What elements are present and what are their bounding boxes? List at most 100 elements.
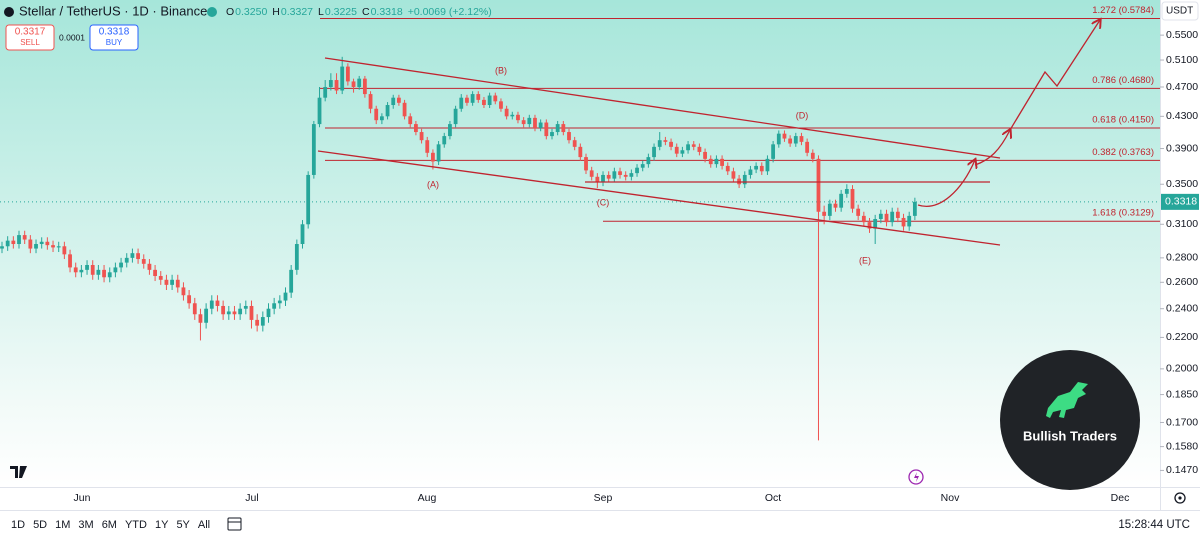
candle-body [124, 257, 129, 263]
candle-body [635, 167, 639, 174]
candle-body [130, 253, 135, 258]
candle-body [465, 97, 469, 103]
y-tick-label: 0.2400 [1166, 302, 1198, 314]
currency-button[interactable]: USDT [1161, 1, 1199, 21]
candle-body [158, 276, 163, 280]
ohlc-key: O [226, 6, 234, 18]
y-tick-label: 0.3500 [1166, 178, 1198, 190]
candle-body [771, 144, 776, 159]
candle-body [79, 269, 84, 273]
candle-body [198, 314, 203, 323]
range-button[interactable]: YTD [125, 519, 147, 531]
candle-body [221, 305, 226, 315]
candle-body [623, 174, 628, 177]
candle-body [652, 146, 656, 158]
spread: 0.0001 [59, 32, 85, 42]
range-button[interactable]: 6M [102, 519, 117, 531]
candle-body [612, 171, 617, 179]
y-tick-label: 0.2600 [1166, 276, 1198, 288]
candle-body [204, 308, 209, 323]
buy-label[interactable]: BUY [106, 38, 123, 47]
x-tick-label: Nov [941, 492, 960, 504]
candle-body [102, 269, 106, 278]
candle-body [436, 144, 441, 162]
candle-body [516, 114, 520, 121]
watermark-name: Bullish Traders [1023, 428, 1117, 443]
candle-body [448, 124, 452, 137]
candle-body [391, 97, 396, 106]
candle-body [187, 295, 192, 304]
fib-label: 0.786 (0.4680) [1092, 75, 1154, 86]
y-tick-label: 0.1850 [1166, 388, 1198, 400]
ohlc-value: 0.3327 [281, 6, 313, 18]
candle-body [765, 158, 770, 172]
candle-body [368, 94, 373, 109]
candle-body [11, 240, 16, 245]
candle-body [550, 132, 554, 137]
candle-body [192, 303, 197, 315]
candle-body [362, 78, 367, 95]
candle-body [62, 246, 67, 255]
range-button[interactable]: 5Y [176, 519, 190, 531]
candle-body [629, 173, 634, 177]
candle-body [816, 158, 821, 212]
wave-label: (A) [427, 179, 439, 189]
candle-body [96, 269, 101, 275]
currency[interactable]: USDT [1166, 6, 1193, 17]
candle-body [431, 152, 435, 162]
candle-body [85, 265, 89, 270]
candle-body [181, 287, 186, 296]
calendar-icon[interactable] [227, 517, 242, 531]
candle-body [663, 140, 668, 142]
y-tick-label: 0.4300 [1166, 110, 1198, 122]
candle-body [720, 158, 724, 166]
range-button[interactable]: 1M [55, 519, 70, 531]
candle-body [153, 269, 157, 277]
range-button[interactable]: 1Y [155, 519, 169, 531]
candle-body [521, 120, 526, 125]
x-tick-label: Aug [418, 492, 437, 504]
candle-body [328, 80, 333, 87]
buy-button[interactable]: 0.3318 BUY [89, 24, 139, 51]
candle-body [782, 133, 787, 139]
candle-body [895, 211, 900, 218]
candle-body [589, 170, 594, 177]
candle-body [306, 174, 311, 225]
sell-price[interactable]: 0.3317 [15, 27, 46, 38]
range-button[interactable]: All [198, 519, 210, 531]
candle-body [680, 150, 685, 154]
candle-body [691, 144, 696, 147]
candle-body [510, 114, 515, 117]
wave-label: (D) [796, 110, 809, 120]
candle-body [555, 124, 560, 133]
ohlc-key: C [362, 6, 370, 18]
y-tick-label: 0.4700 [1166, 81, 1198, 93]
candle-body [170, 279, 174, 285]
candle-body [334, 80, 339, 91]
candle-body [317, 97, 322, 125]
x-tick-label: Dec [1111, 492, 1130, 504]
candle-body [839, 193, 844, 208]
wave-label: (B) [495, 65, 507, 75]
range-button[interactable]: 5D [33, 519, 47, 531]
candle-body [453, 108, 458, 125]
buy-price[interactable]: 0.3318 [99, 27, 130, 38]
candle-body [385, 105, 390, 117]
candle-body [56, 246, 61, 248]
candle-body [533, 117, 537, 129]
range-button[interactable]: 1D [11, 519, 25, 531]
clock: 15:28:44 UTC [1118, 519, 1190, 531]
sell-label[interactable]: SELL [20, 38, 40, 47]
candle-body [793, 136, 798, 144]
ohlc-value: 0.3318 [371, 6, 403, 18]
sell-button[interactable]: 0.3317 SELL [5, 24, 55, 51]
candle-body [703, 151, 707, 159]
candle-body [499, 101, 503, 109]
candle-body [799, 136, 804, 142]
range-button[interactable]: 3M [78, 519, 93, 531]
settings-icon[interactable] [1174, 492, 1186, 504]
candle-body [442, 136, 447, 145]
channel-line [324, 57, 1001, 159]
candle-body [136, 253, 140, 260]
